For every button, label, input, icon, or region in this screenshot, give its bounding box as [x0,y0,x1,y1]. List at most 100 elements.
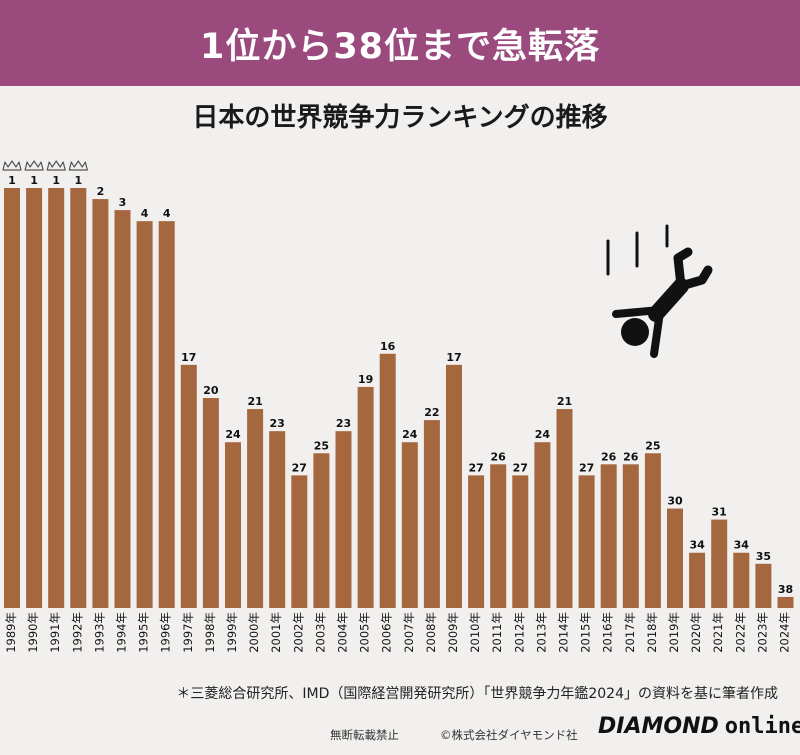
falling-person-icon [606,224,713,358]
bar [202,398,219,608]
x-tick-label: 1994年 [115,612,129,653]
data-label: 27 [513,461,528,474]
data-label: 21 [247,395,262,408]
x-tick-label: 2002年 [291,612,305,653]
x-tick-label: 1995年 [137,612,151,653]
bar [512,475,529,608]
data-label: 26 [623,450,639,463]
crown-icon [46,160,66,171]
x-tick-label: 1989年 [4,612,18,653]
bar [534,442,551,608]
bar [225,442,241,608]
bar [644,453,661,608]
data-label: 38 [778,583,793,596]
bar [755,563,772,608]
bar [689,552,706,608]
x-tick-label: 2000年 [247,612,261,653]
x-tick-label: 1997年 [181,612,195,653]
x-tick-label: 1999年 [225,612,239,653]
data-label: 24 [225,428,241,441]
x-tick-label: 2023年 [755,612,769,653]
data-label: 4 [163,207,171,220]
data-label: 34 [734,539,750,552]
bar [291,475,308,608]
bar-group [4,188,794,609]
x-tick-label: 2014年 [557,612,571,653]
data-label: 22 [424,406,439,419]
data-label: 4 [141,207,149,220]
bar [446,364,462,608]
data-label: 35 [756,550,771,563]
x-tick-label: 1996年 [159,612,173,653]
data-label: 23 [336,417,351,430]
data-label: 19 [358,373,373,386]
data-label: 25 [645,439,660,452]
data-label: 17 [446,351,461,364]
x-tick-label: 2011年 [490,612,504,653]
bar [92,199,109,609]
x-tick-label: 1998年 [203,612,217,653]
data-label: 21 [557,395,572,408]
x-tick-label: 2017年 [623,612,637,653]
bar [667,508,683,608]
crown-icon [68,160,88,171]
data-label: 26 [491,450,507,463]
bar [247,409,264,608]
logo-sub-text: online [724,714,800,739]
x-tick-label: 2001年 [269,612,283,653]
x-tick-label: 2020年 [689,612,703,653]
data-label: 25 [314,439,329,452]
bar [401,442,418,608]
banner-title: 1位から38位まで急転落 [199,26,601,67]
bar [180,364,197,608]
bar [4,188,20,608]
diamond-online-logo: DIAMOND online [598,714,800,739]
data-label: 27 [468,461,483,474]
data-label: 20 [203,384,219,397]
x-label-group: 1989年 1990年 1991年 1992年 1993年 1994年 1995年 1996年… [4,612,792,653]
bar [357,386,374,608]
bar [114,210,131,608]
bar [556,409,573,608]
bar [379,353,396,608]
bar [158,221,175,608]
x-tick-label: 2016年 [601,612,615,653]
bar [269,431,286,608]
bar [622,464,639,608]
bar [733,552,750,608]
x-tick-label: 2024年 [778,612,792,653]
data-label: 1 [30,174,38,187]
crown-icon [2,160,22,171]
logo-main-text: DIAMOND [598,714,719,739]
chart-title: 日本の世界競争力ランキングの推移 [192,103,608,133]
data-label: 26 [601,450,617,463]
x-tick-label: 2022年 [733,612,747,653]
crown-group [2,160,88,171]
x-tick-label: 2009年 [446,612,460,653]
bar [48,188,65,608]
source-note: ＊三菱総合研究所、IMD（国際経営開発研究所）「世界競争力年鑑2024」の資料を… [176,686,778,702]
copyright-text: ©株式会社ダイヤモンド社 [440,728,578,742]
data-label: 30 [667,495,683,508]
data-label: 1 [52,174,60,187]
x-tick-label: 2007年 [402,612,416,653]
x-tick-label: 2013年 [534,612,548,653]
bar [490,464,507,608]
data-label: 17 [181,351,196,364]
x-tick-label: 1992年 [70,612,84,653]
x-tick-label: 2018年 [645,612,659,653]
x-tick-label: 2008年 [424,612,438,653]
data-label: 34 [689,539,705,552]
crown-icon [24,160,44,171]
bar [70,188,87,608]
bar [423,420,440,608]
x-tick-label: 2012年 [512,612,526,653]
data-label: 27 [292,461,307,474]
data-label: 2 [97,185,105,198]
data-label: 24 [535,428,551,441]
header-banner: 1位から38位まで急転落 [0,0,800,86]
bar [26,188,43,608]
data-label: 31 [712,506,727,519]
data-label: 1 [74,174,82,187]
